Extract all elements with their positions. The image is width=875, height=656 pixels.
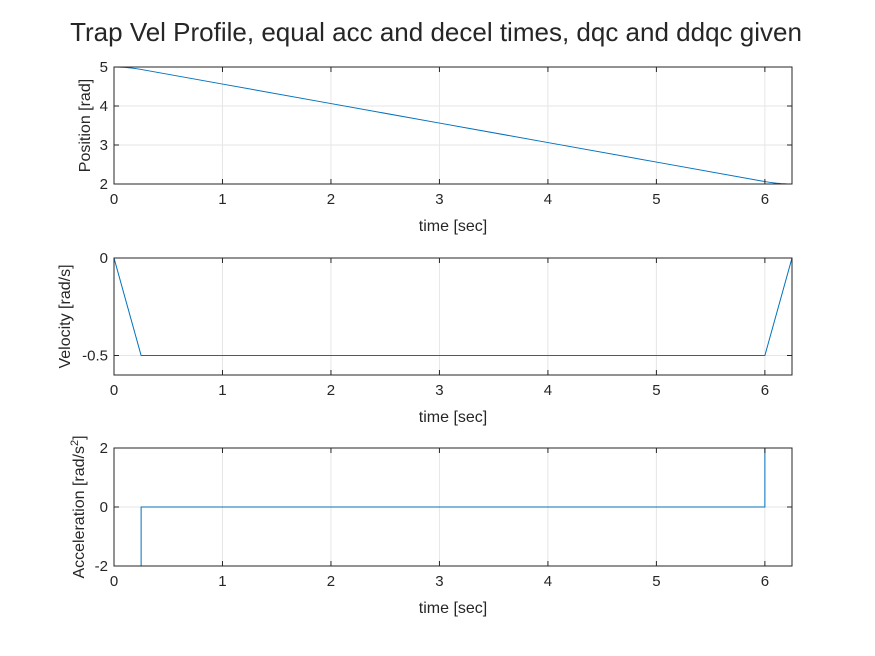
position-ylabel: Position [rad] bbox=[77, 79, 94, 172]
position-subplot: 0 1 2 3 4 5 6 2 3 4 5 time [sec] Position [rad] bbox=[77, 59, 793, 235]
velocity-ytick-label: -0.5 bbox=[82, 348, 108, 365]
position-ytick-label: 4 bbox=[100, 98, 108, 115]
velocity-xtick-label: 4 bbox=[544, 382, 552, 399]
velocity-xtick-label: 3 bbox=[435, 382, 443, 399]
velocity-series-line bbox=[113, 257, 793, 356]
position-xtick-label: 4 bbox=[544, 191, 552, 208]
velocity-axes-background bbox=[114, 258, 792, 375]
figure-title: Trap Vel Profile, equal acc and decel ti… bbox=[70, 17, 802, 47]
position-ytick-label: 2 bbox=[100, 176, 108, 193]
velocity-xtick-label: 5 bbox=[652, 382, 660, 399]
position-xtick-label: 3 bbox=[435, 191, 443, 208]
velocity-ylabel: Velocity [rad/s] bbox=[57, 264, 74, 368]
velocity-axes-box bbox=[113, 257, 793, 376]
velocity-xtick-label: 1 bbox=[218, 382, 226, 399]
acceleration-ytick-label: -2 bbox=[95, 558, 108, 575]
velocity-xtick-label: 6 bbox=[761, 382, 769, 399]
position-xtick-label: 1 bbox=[218, 191, 226, 208]
acceleration-xtick-label: 5 bbox=[652, 573, 660, 590]
velocity-xtick-label: 2 bbox=[327, 382, 335, 399]
acceleration-xtick-label: 6 bbox=[761, 573, 769, 590]
position-xlabel: time [sec] bbox=[419, 218, 487, 235]
position-series-line bbox=[113, 66, 793, 185]
velocity-xlabel: time [sec] bbox=[419, 409, 487, 426]
acceleration-ytick-label: 0 bbox=[100, 499, 108, 516]
position-ytick-label: 3 bbox=[100, 137, 108, 154]
acceleration-xlabel: time [sec] bbox=[419, 600, 487, 617]
velocity-xtick-label: 0 bbox=[110, 382, 118, 399]
position-ytick-label: 5 bbox=[100, 59, 108, 76]
position-xtick-label: 6 bbox=[761, 191, 769, 208]
position-xtick-label: 5 bbox=[652, 191, 660, 208]
acceleration-ytick-label: 2 bbox=[100, 440, 108, 457]
velocity-ytick-label: 0 bbox=[100, 250, 108, 267]
acceleration-xtick-label: 0 bbox=[110, 573, 118, 590]
position-xtick-label: 0 bbox=[110, 191, 118, 208]
acceleration-xtick-label: 4 bbox=[544, 573, 552, 590]
acceleration-ylabel: Acceleration [rad/s2] bbox=[69, 435, 88, 578]
acceleration-xtick-label: 2 bbox=[327, 573, 335, 590]
position-axes-box bbox=[113, 66, 793, 185]
acceleration-xtick-label: 3 bbox=[435, 573, 443, 590]
position-xtick-label: 2 bbox=[327, 191, 335, 208]
acceleration-xtick-label: 1 bbox=[218, 573, 226, 590]
